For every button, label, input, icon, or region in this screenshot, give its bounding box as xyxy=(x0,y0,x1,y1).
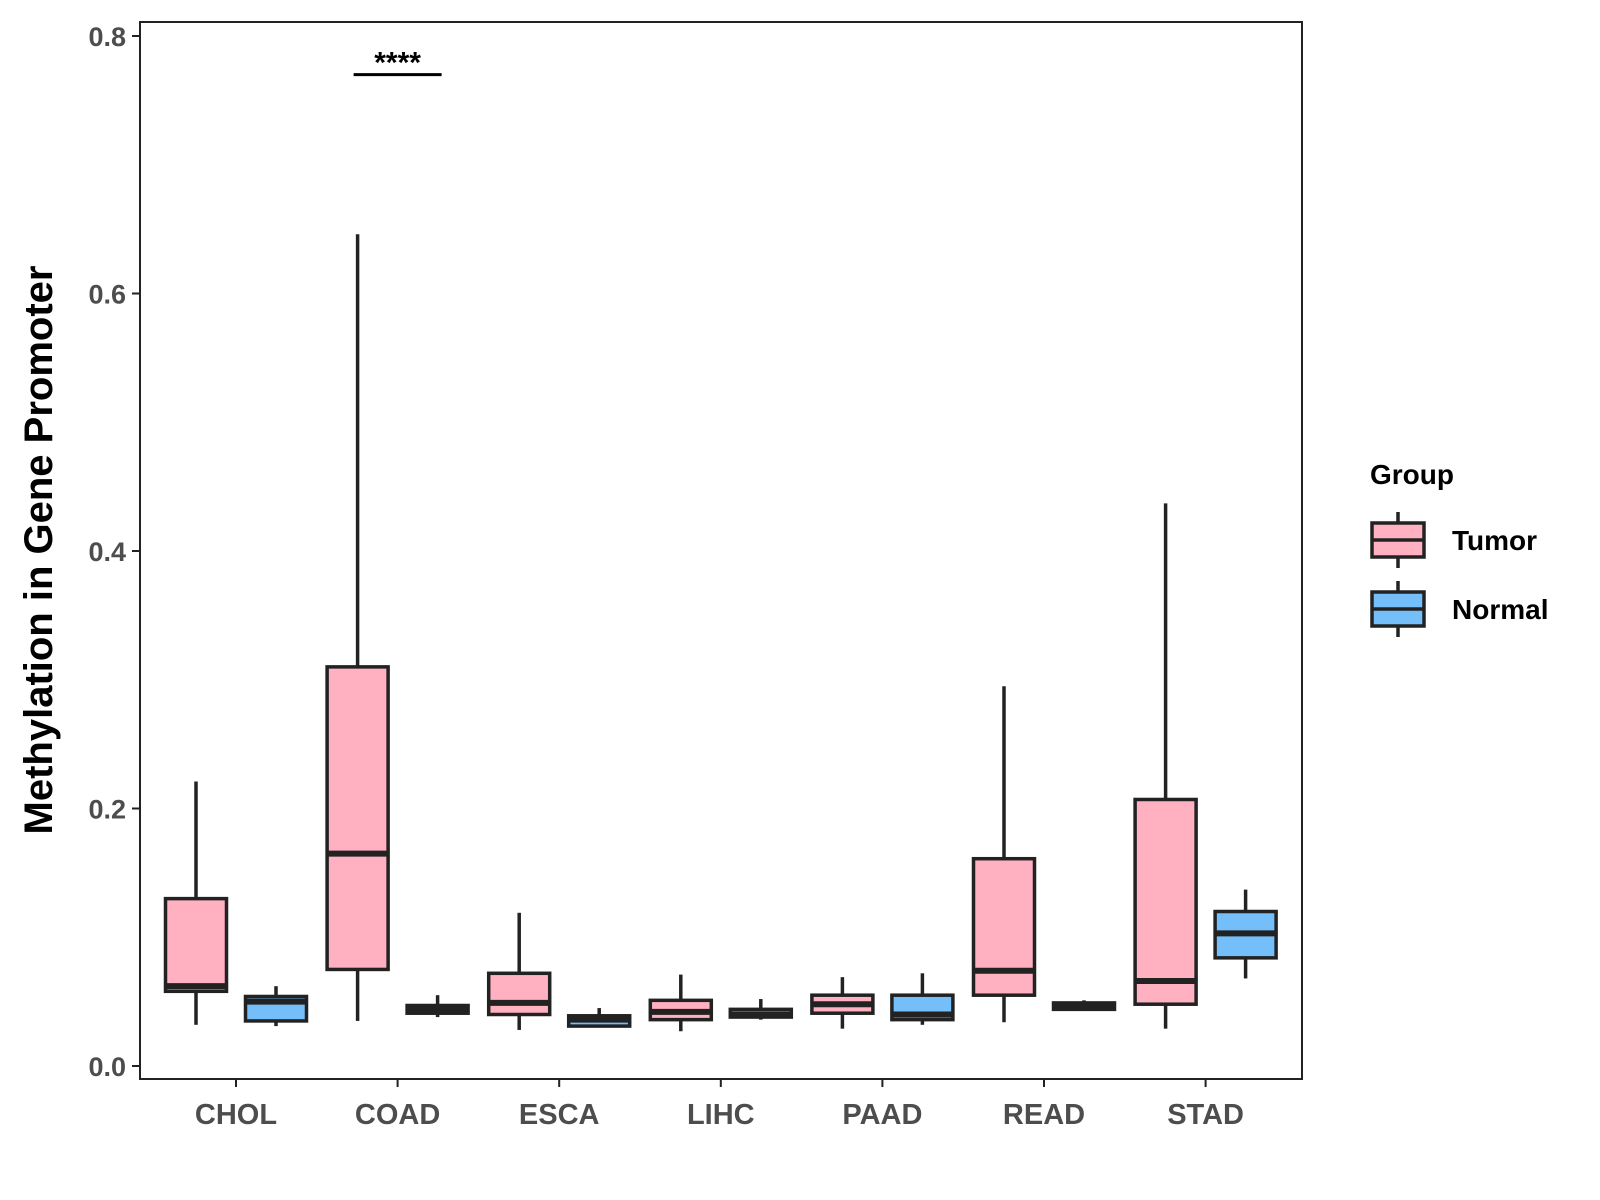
y-tick-label: 0.2 xyxy=(88,795,126,825)
box-normal-paad xyxy=(890,973,955,1025)
box-tumor-lihc xyxy=(648,974,714,1032)
y-tick-label: 0.4 xyxy=(88,537,126,567)
y-tick-label: 0.6 xyxy=(88,280,126,310)
x-tick-label: CHOL xyxy=(195,1099,277,1131)
annotations-layer: **** xyxy=(353,47,442,80)
box-normal-lihc xyxy=(728,999,794,1020)
boxes-layer xyxy=(163,234,1278,1032)
legend-title: Group xyxy=(1370,459,1454,490)
significance-stars: **** xyxy=(374,47,421,80)
box-tumor-paad xyxy=(810,977,875,1029)
x-tick-label: READ xyxy=(1003,1099,1085,1131)
x-tick-label: PAAD xyxy=(842,1099,922,1131)
box-normal-read xyxy=(1051,1000,1117,1012)
box-tumor-stad xyxy=(1133,503,1198,1029)
box-tumor-coad xyxy=(325,234,390,1021)
box-normal-esca xyxy=(566,1008,632,1028)
box-normal-coad xyxy=(405,995,470,1018)
y-tick-label: 0.0 xyxy=(88,1052,126,1082)
y-axis-title: Methylation in Gene Promoter xyxy=(17,266,61,835)
y-tick-label: 0.8 xyxy=(88,22,126,52)
box-body xyxy=(1133,797,1198,1006)
box-normal-chol xyxy=(243,986,309,1027)
box-tumor-read xyxy=(971,686,1037,1023)
x-tick-label: LIHC xyxy=(687,1099,755,1131)
box-normal-stad xyxy=(1213,889,1278,979)
x-tick-label: COAD xyxy=(355,1099,440,1131)
box-body xyxy=(486,971,552,1017)
box-tumor-chol xyxy=(163,781,229,1025)
legend-item-normal: Normal xyxy=(1370,581,1548,637)
legend-label: Tumor xyxy=(1452,525,1537,556)
box-tumor-esca xyxy=(486,912,552,1030)
legend-label: Normal xyxy=(1452,594,1548,625)
y-axis: 0.0 0.2 0.4 0.6 0.8 xyxy=(88,22,140,1082)
box-body xyxy=(163,896,229,994)
panel-border xyxy=(139,21,1303,1080)
legend: Group Tumor Normal xyxy=(1370,459,1548,637)
x-tick-label: STAD xyxy=(1167,1099,1244,1131)
legend-item-tumor: Tumor xyxy=(1370,512,1537,568)
x-axis: CHOL COAD ESCA LIHC PAAD READ STAD xyxy=(195,1079,1244,1131)
box-body xyxy=(971,856,1037,997)
box-body xyxy=(325,665,390,972)
x-tick-label: ESCA xyxy=(519,1099,600,1131)
